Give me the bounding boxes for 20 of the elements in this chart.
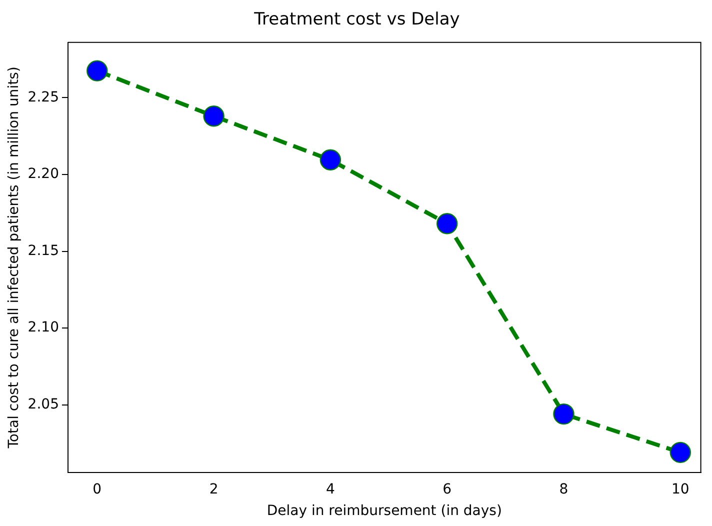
y-tick-label: 2.10 [28,320,59,336]
chart-title: Treatment cost vs Delay [253,10,460,30]
point [670,442,691,464]
point [553,403,574,425]
y-tick-label: 2.05 [28,396,59,412]
x-tick-label: 10 [671,481,690,498]
point [203,106,224,127]
point [320,149,342,170]
point [436,213,458,234]
point [86,60,108,82]
x-axis-title: Delay in reimbursement (in days) [266,503,502,520]
x-tick-label: 4 [326,481,335,498]
y-tick-label: 2.15 [28,242,59,259]
x-tick-label: 0 [92,481,102,498]
y-tick-label: 2.25 [28,89,59,106]
x-tick-label: 6 [442,481,452,498]
x-tick-label: 2 [209,481,218,498]
x-tick-label: 8 [559,481,568,498]
y-tick-label: 2.20 [28,166,59,182]
y-axis-title: Total cost to cure all infected patients (in million units) [6,66,22,450]
